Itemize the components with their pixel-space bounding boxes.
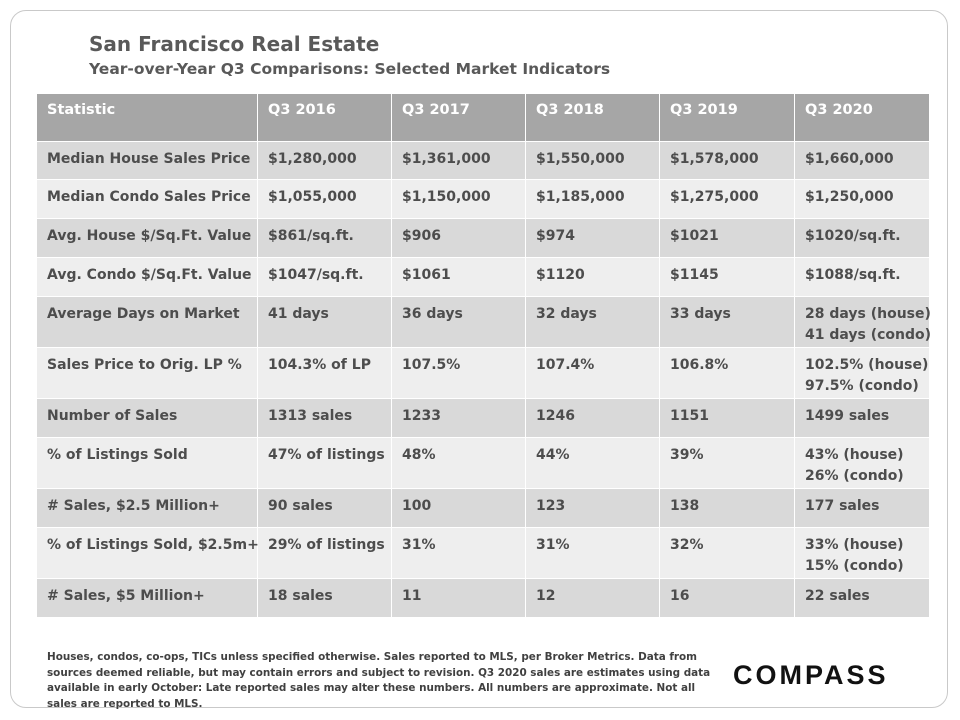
row-label: Median House Sales Price bbox=[36, 141, 258, 180]
table-cell: $974 bbox=[525, 218, 660, 258]
table-cell: $1,150,000 bbox=[391, 179, 526, 219]
table-cell: $1,550,000 bbox=[525, 141, 660, 180]
table-cell: 31% bbox=[525, 527, 660, 579]
table-cell: 1151 bbox=[659, 398, 795, 438]
table-body: Median House Sales Price $1,280,000 $1,361… bbox=[36, 141, 931, 618]
table-row: # Sales, $5 Million+ 18 sales 11 12 16 22 sal… bbox=[36, 578, 930, 618]
table-cell: 16 bbox=[659, 578, 795, 618]
table-cell: $1,578,000 bbox=[659, 141, 795, 180]
table-cell: $1,280,000 bbox=[257, 141, 392, 180]
table-cell: 43% (house) 26% (condo) bbox=[794, 437, 930, 489]
table-cell: $1,250,000 bbox=[794, 179, 930, 219]
table-cell: 29% of listings bbox=[257, 527, 392, 579]
table-cell: 1313 sales bbox=[257, 398, 392, 438]
table-cell: 39% bbox=[659, 437, 795, 489]
table-cell: 106.8% bbox=[659, 347, 795, 399]
table-row: Median House Sales Price $1,280,000 $1,361… bbox=[36, 141, 930, 180]
row-label: Avg. House $/Sq.Ft. Value bbox=[36, 218, 258, 258]
table-cell: 32% bbox=[659, 527, 795, 579]
page-subtitle: Year-over-Year Q3 Comparisons: Selected … bbox=[89, 60, 611, 78]
table-cell: 33% (house) 15% (condo) bbox=[794, 527, 930, 579]
table-cell: $1,660,000 bbox=[794, 141, 930, 180]
table-cell: 123 bbox=[525, 488, 660, 528]
table-cell: $1020/sq.ft. bbox=[794, 218, 930, 258]
table-row: Avg. Condo $/Sq.Ft. Value $1047/sq.ft. $10… bbox=[36, 257, 930, 297]
table-row: Number of Sales 1313 sales 1233 1246 1151 149… bbox=[36, 398, 930, 438]
table-cell: 177 sales bbox=[794, 488, 930, 528]
table-cell: $1021 bbox=[659, 218, 795, 258]
page-title: San Francisco Real Estate bbox=[89, 32, 380, 56]
table-cell: $1145 bbox=[659, 257, 795, 297]
table-cell: 1499 sales bbox=[794, 398, 930, 438]
table-cell: $1,275,000 bbox=[659, 179, 795, 219]
table-row: Median Condo Sales Price $1,055,000 $1,150… bbox=[36, 179, 930, 219]
row-label: Avg. Condo $/Sq.Ft. Value bbox=[36, 257, 258, 297]
table-cell: $1,185,000 bbox=[525, 179, 660, 219]
table-cell: $861/sq.ft. bbox=[257, 218, 392, 258]
row-label: Sales Price to Orig. LP % bbox=[36, 347, 258, 399]
table-cell: 138 bbox=[659, 488, 795, 528]
footnote: Houses, condos, co-ops, TICs unless spec… bbox=[47, 651, 711, 710]
column-header: Statistic bbox=[36, 93, 258, 142]
table-cell: 1233 bbox=[391, 398, 526, 438]
table-cell: 32 days bbox=[525, 296, 660, 348]
table-row: Avg. House $/Sq.Ft. Value $861/sq.ft. $906… bbox=[36, 218, 930, 258]
table-cell: $906 bbox=[391, 218, 526, 258]
row-label: % of Listings Sold bbox=[36, 437, 258, 489]
table-cell: $1061 bbox=[391, 257, 526, 297]
table-cell: 41 days bbox=[257, 296, 392, 348]
column-header: Q3 2016 bbox=[257, 93, 392, 142]
row-label: # Sales, $2.5 Million+ bbox=[36, 488, 258, 528]
table-cell: 31% bbox=[391, 527, 526, 579]
column-header: Q3 2020 bbox=[794, 93, 930, 142]
table-cell: 11 bbox=[391, 578, 526, 618]
column-header: Q3 2018 bbox=[525, 93, 660, 142]
table-cell: 102.5% (house) 97.5% (condo) bbox=[794, 347, 930, 399]
table-cell: $1,361,000 bbox=[391, 141, 526, 180]
column-header: Q3 2019 bbox=[659, 93, 795, 142]
table-cell: 18 sales bbox=[257, 578, 392, 618]
table-row: % of Listings Sold, $2.5m+ 29% of listing… bbox=[36, 527, 930, 579]
row-label: % of Listings Sold, $2.5m+ bbox=[36, 527, 259, 579]
table-cell: 107.5% bbox=[391, 347, 526, 399]
table-cell: 100 bbox=[391, 488, 526, 528]
table-row: Sales Price to Orig. LP % 104.3% of LP 107… bbox=[36, 347, 930, 399]
table-cell: 44% bbox=[525, 437, 660, 489]
table-row: # Sales, $2.5 Million+ 90 sales 100 123 138 1… bbox=[36, 488, 930, 528]
compass-logo: COMPASS bbox=[733, 660, 889, 690]
market-indicators-table: Statistic Q3 2016 Q3 2017 Q3 2018 Q3 201… bbox=[36, 93, 931, 618]
row-label: Number of Sales bbox=[36, 398, 258, 438]
table-cell: 104.3% of LP bbox=[257, 347, 392, 399]
table-cell: $1,055,000 bbox=[257, 179, 392, 219]
row-label: Median Condo Sales Price bbox=[36, 179, 258, 219]
row-label: Average Days on Market bbox=[36, 296, 258, 348]
table-cell: 107.4% bbox=[525, 347, 660, 399]
table-header-row: Statistic Q3 2016 Q3 2017 Q3 2018 Q3 201… bbox=[36, 93, 930, 142]
table-cell: 33 days bbox=[659, 296, 795, 348]
table-cell: 22 sales bbox=[794, 578, 930, 618]
table-cell: 48% bbox=[391, 437, 526, 489]
table-cell: 36 days bbox=[391, 296, 526, 348]
table-cell: 12 bbox=[525, 578, 660, 618]
table-cell: $1120 bbox=[525, 257, 660, 297]
table-cell: 90 sales bbox=[257, 488, 392, 528]
table-cell: 1246 bbox=[525, 398, 660, 438]
table-cell: 28 days (house) 41 days (condo) bbox=[794, 296, 931, 348]
table-row: % of Listings Sold 47% of listings 48% 44% 3… bbox=[36, 437, 930, 489]
table-cell: $1088/sq.ft. bbox=[794, 257, 930, 297]
column-header: Q3 2017 bbox=[391, 93, 526, 142]
table-cell: $1047/sq.ft. bbox=[257, 257, 392, 297]
table-row: Average Days on Market 41 days 36 days 32 d… bbox=[36, 296, 931, 348]
row-label: # Sales, $5 Million+ bbox=[36, 578, 258, 618]
table-cell: 47% of listings bbox=[257, 437, 392, 489]
